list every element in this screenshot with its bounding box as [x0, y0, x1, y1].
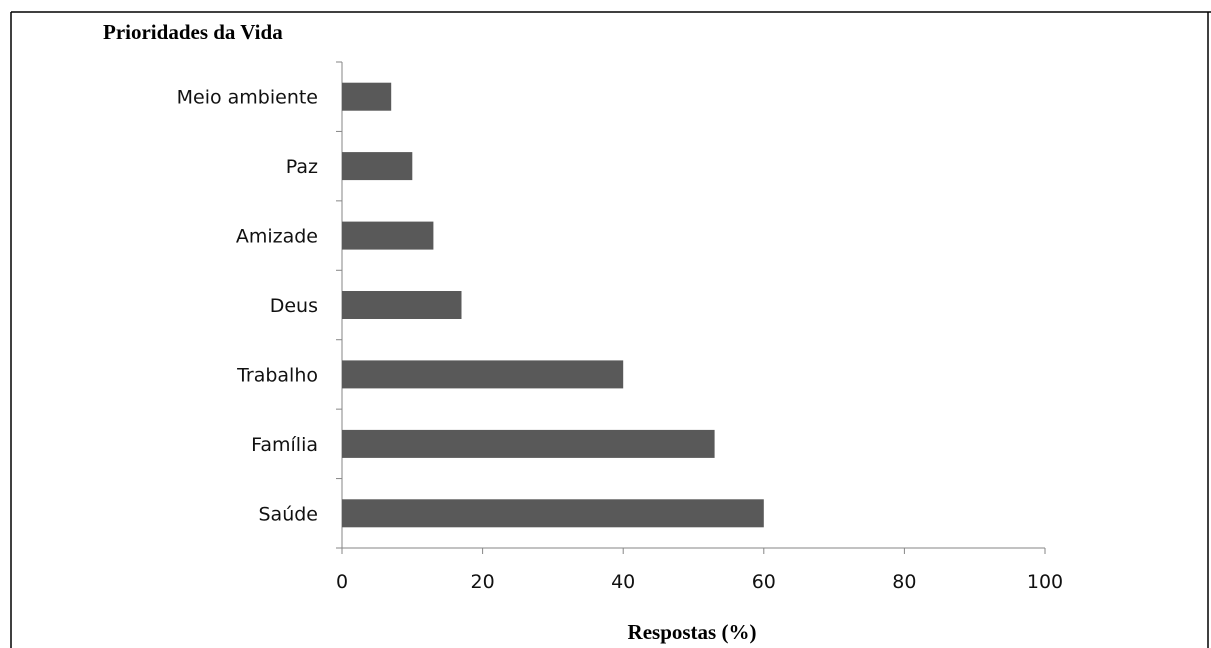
bar-paz [342, 152, 413, 181]
axis-ticks-group: 0 20 40 60 80 100 [336, 61, 1063, 593]
x-tick-label: 60 [752, 571, 776, 593]
category-label: Deus [270, 295, 318, 317]
bar-deus [342, 291, 462, 319]
x-tick-label: 100 [1027, 571, 1063, 593]
category-label: Meio ambiente [177, 87, 318, 109]
bar-saúde [342, 499, 764, 528]
bar-família [342, 429, 715, 458]
category-label: Trabalho [236, 364, 318, 386]
x-tick-label: 40 [611, 571, 635, 593]
category-label: Saúde [259, 503, 319, 525]
category-label: Paz [286, 156, 318, 178]
x-tick-label: 20 [471, 571, 495, 593]
x-tick-label: 80 [892, 571, 916, 593]
x-tick-label: 0 [336, 571, 348, 593]
category-label: Família [251, 434, 318, 456]
x-axis-label: Respostas (%) [628, 620, 757, 644]
category-labels-group: Meio ambiente Paz Amizade Deus Trabalho Famíl… [177, 87, 318, 526]
category-label: Amizade [236, 226, 318, 248]
bar-trabalho [342, 360, 624, 389]
chart-title: Prioridades da Vida [103, 20, 283, 44]
bar-amizade [342, 221, 434, 250]
bars-group [342, 82, 764, 528]
bar-meio-ambiente [342, 82, 392, 111]
plot-area: Meio ambiente Paz Amizade Deus Trabalho Famíl… [177, 61, 1063, 593]
